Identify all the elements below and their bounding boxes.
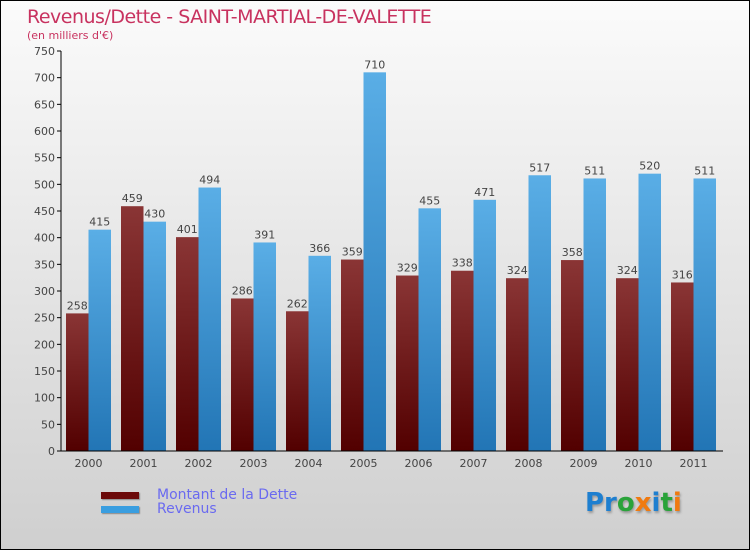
bar-dette-2008 (506, 278, 529, 451)
legend-item-dette: Montant de la Dette (101, 487, 297, 503)
data-label-revenus-2007: 471 (474, 186, 495, 199)
y-tick-label: 250 (34, 312, 55, 325)
y-tick-label: 700 (34, 72, 55, 85)
data-label-dette-2009: 358 (562, 246, 583, 259)
y-tick-label: 500 (34, 178, 55, 191)
y-tick-label: 200 (34, 338, 55, 351)
proxiti-logo: Proxiti (585, 488, 682, 518)
data-label-revenus-2008: 517 (529, 161, 550, 174)
x-tick-label: 2004 (295, 457, 323, 470)
bar-dette-2011 (671, 282, 694, 451)
x-tick-label: 2009 (570, 457, 598, 470)
data-label-dette-2001: 459 (122, 192, 143, 205)
bar-dette-2007 (451, 270, 474, 451)
bar-dette-2009 (561, 260, 584, 451)
bar-dette-2002 (176, 237, 199, 451)
y-tick-label: 750 (34, 45, 55, 58)
y-tick-label: 600 (34, 125, 55, 138)
data-label-revenus-2005: 710 (364, 58, 385, 71)
legend-item-revenus: Revenus (101, 501, 217, 517)
x-tick-label: 2002 (185, 457, 213, 470)
x-tick-label: 2011 (680, 457, 708, 470)
chart-title: Revenus/Dette - SAINT-MARTIAL-DE-VALETTE (27, 6, 432, 28)
chart-subtitle: (en milliers d'€) (27, 29, 114, 42)
y-tick-label: 550 (34, 152, 55, 165)
bar-revenus-2008 (528, 175, 551, 451)
y-tick-label: 400 (34, 232, 55, 245)
y-tick-label: 450 (34, 205, 55, 218)
data-label-revenus-2009: 511 (584, 164, 605, 177)
legend-swatch-revenus (101, 505, 139, 513)
data-label-dette-2005: 359 (342, 246, 363, 259)
bar-revenus-2003 (253, 242, 276, 451)
data-label-dette-2007: 338 (452, 257, 473, 270)
data-label-revenus-2011: 511 (694, 164, 715, 177)
data-label-revenus-2001: 430 (144, 208, 165, 221)
bar-revenus-2001 (143, 221, 166, 451)
x-tick-label: 2007 (460, 457, 488, 470)
x-tick-label: 2008 (515, 457, 543, 470)
y-tick-label: 150 (34, 365, 55, 378)
x-tick-label: 2006 (405, 457, 433, 470)
data-label-revenus-2010: 520 (639, 160, 660, 173)
y-tick-label: 50 (41, 418, 55, 431)
data-label-dette-2002: 401 (177, 223, 198, 236)
data-label-revenus-2002: 494 (199, 174, 220, 187)
y-tick-label: 0 (48, 445, 55, 458)
bar-dette-2006 (396, 275, 419, 451)
x-tick-label: 2005 (350, 457, 378, 470)
bar-revenus-2011 (693, 178, 716, 451)
bar-dette-2010 (616, 278, 639, 451)
data-label-dette-2000: 258 (67, 299, 88, 312)
data-label-dette-2006: 329 (397, 262, 418, 275)
y-tick-label: 100 (34, 392, 55, 405)
data-label-dette-2003: 286 (232, 284, 253, 297)
bar-revenus-2009 (583, 178, 606, 451)
data-label-dette-2004: 262 (287, 297, 308, 310)
bar-revenus-2002 (198, 187, 221, 452)
y-tick-label: 350 (34, 258, 55, 271)
legend-swatch-dette (101, 491, 139, 499)
x-tick-label: 2003 (240, 457, 268, 470)
bar-dette-2000 (66, 313, 89, 451)
bar-dette-2003 (231, 298, 254, 451)
bar-dette-2004 (286, 311, 309, 451)
y-tick-label: 300 (34, 285, 55, 298)
data-label-revenus-2000: 415 (89, 216, 110, 229)
data-label-dette-2011: 316 (672, 268, 693, 281)
bar-dette-2001 (121, 206, 144, 451)
x-tick-label: 2000 (75, 457, 103, 470)
bar-revenus-2000 (88, 229, 111, 451)
bar-revenus-2004 (308, 255, 331, 451)
data-label-revenus-2004: 366 (309, 242, 330, 255)
x-tick-label: 2010 (625, 457, 653, 470)
bar-revenus-2006 (418, 208, 441, 451)
legend-label-dette: Montant de la Dette (157, 487, 298, 503)
legend-label-revenus: Revenus (157, 501, 217, 517)
bar-dette-2005 (341, 259, 364, 451)
x-tick-label: 2001 (130, 457, 158, 470)
data-label-revenus-2003: 391 (254, 228, 275, 241)
data-label-revenus-2006: 455 (419, 194, 440, 207)
data-label-dette-2008: 324 (507, 264, 528, 277)
bar-revenus-2010 (638, 173, 661, 451)
bar-revenus-2005 (363, 72, 386, 451)
bar-revenus-2007 (473, 199, 496, 451)
data-label-dette-2010: 324 (617, 264, 638, 277)
y-tick-label: 650 (34, 98, 55, 111)
